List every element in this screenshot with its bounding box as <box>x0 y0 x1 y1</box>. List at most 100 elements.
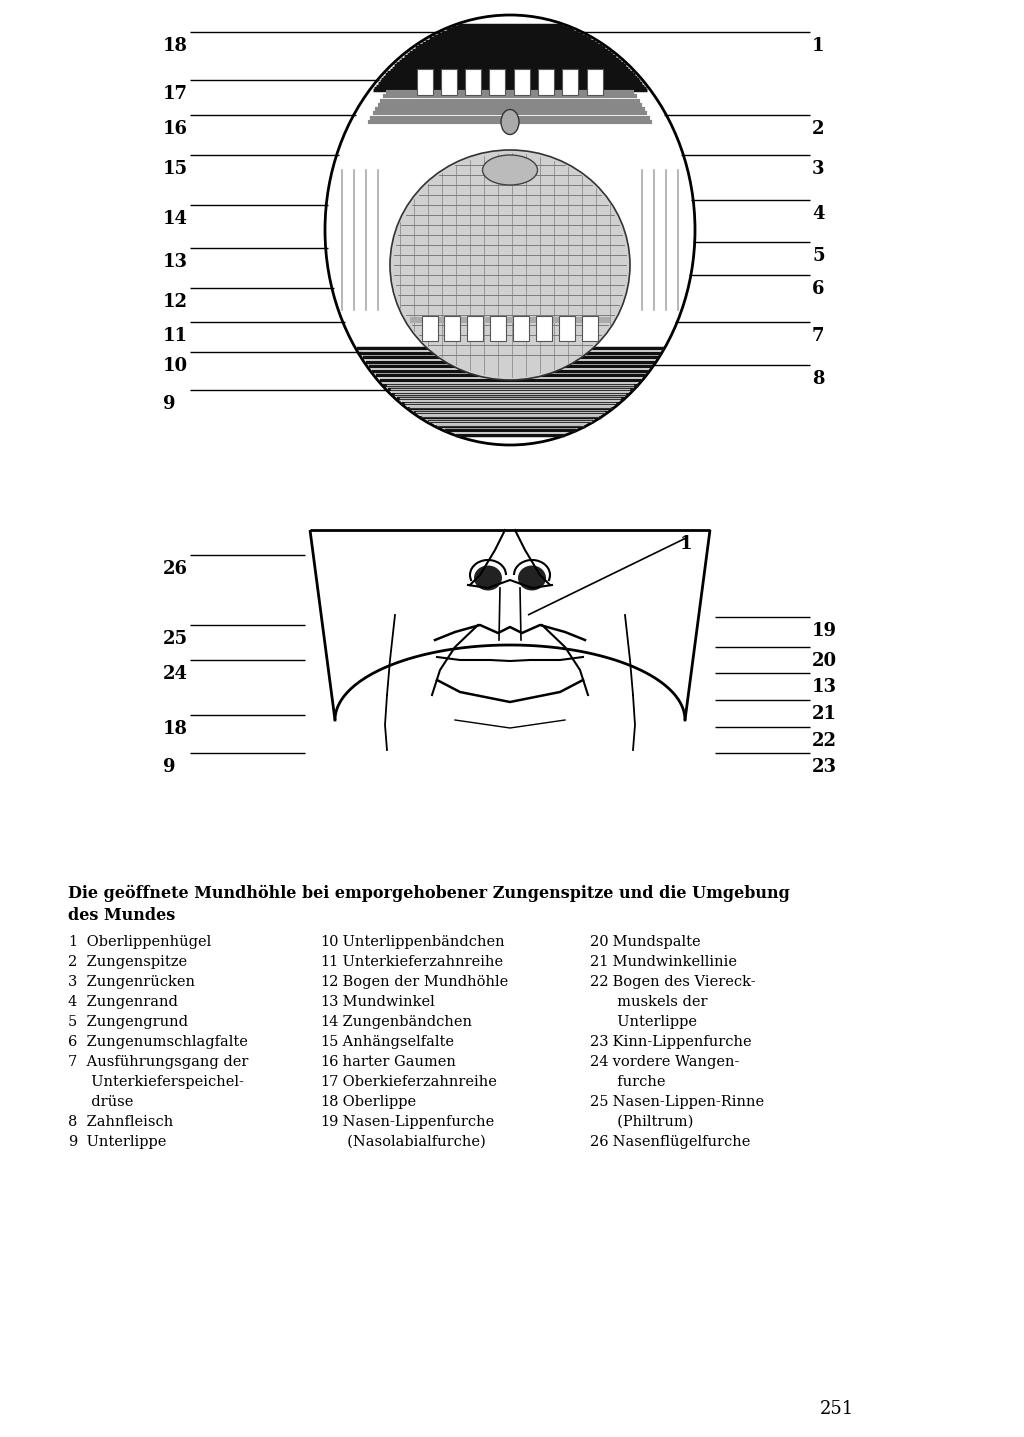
Text: Zungenrand: Zungenrand <box>82 994 178 1009</box>
Ellipse shape <box>482 155 538 185</box>
Text: 24: 24 <box>590 1055 608 1069</box>
FancyBboxPatch shape <box>562 69 579 95</box>
Text: Zahnfleisch: Zahnfleisch <box>82 1115 173 1129</box>
Text: 9: 9 <box>163 757 175 776</box>
FancyBboxPatch shape <box>582 316 597 341</box>
FancyBboxPatch shape <box>538 69 554 95</box>
Text: Anhängselfalte: Anhängselfalte <box>338 1035 454 1049</box>
Text: Nasenflügelfurche: Nasenflügelfurche <box>608 1135 751 1150</box>
Text: Mundwinkellinie: Mundwinkellinie <box>608 956 737 969</box>
Text: 24: 24 <box>163 665 188 683</box>
Text: 1: 1 <box>68 935 77 948</box>
Text: Bogen der Mundhöhle: Bogen der Mundhöhle <box>338 974 508 989</box>
Text: furche: furche <box>608 1075 666 1089</box>
Text: Nasen-Lippen-Rinne: Nasen-Lippen-Rinne <box>608 1095 764 1109</box>
Text: Zungenumschlagfalte: Zungenumschlagfalte <box>82 1035 248 1049</box>
Text: 21: 21 <box>812 706 837 723</box>
Text: 20: 20 <box>590 935 608 948</box>
FancyBboxPatch shape <box>489 69 506 95</box>
Ellipse shape <box>390 149 630 379</box>
FancyBboxPatch shape <box>514 69 529 95</box>
Text: (Philtrum): (Philtrum) <box>608 1115 693 1129</box>
Text: 18: 18 <box>319 1095 339 1109</box>
Text: 12: 12 <box>163 293 188 310</box>
Ellipse shape <box>501 109 519 135</box>
Text: 251: 251 <box>820 1400 854 1418</box>
Text: 23: 23 <box>812 757 837 776</box>
Text: Oberlippe: Oberlippe <box>338 1095 416 1109</box>
Text: 17: 17 <box>319 1075 338 1089</box>
Text: Zungenbändchen: Zungenbändchen <box>338 1015 472 1029</box>
Text: 8: 8 <box>812 369 824 388</box>
FancyBboxPatch shape <box>587 69 602 95</box>
Text: Zungengrund: Zungengrund <box>82 1015 188 1029</box>
Text: harter Gaumen: harter Gaumen <box>338 1055 456 1069</box>
FancyBboxPatch shape <box>465 69 481 95</box>
Text: 3: 3 <box>812 160 824 178</box>
Text: Zungenrücken: Zungenrücken <box>82 974 195 989</box>
Text: muskels der: muskels der <box>608 994 708 1009</box>
FancyBboxPatch shape <box>467 316 483 341</box>
Text: Oberlippenhügel: Oberlippenhügel <box>82 935 211 948</box>
Text: (Nasolabialfurche): (Nasolabialfurche) <box>338 1135 485 1150</box>
FancyBboxPatch shape <box>410 318 610 323</box>
Text: 7: 7 <box>812 328 824 345</box>
Text: 9: 9 <box>163 395 175 412</box>
Text: 1: 1 <box>680 535 692 553</box>
Text: 18: 18 <box>163 720 188 739</box>
Text: Mundspalte: Mundspalte <box>608 935 700 948</box>
Text: 6: 6 <box>68 1035 78 1049</box>
Text: 6: 6 <box>812 280 824 297</box>
Ellipse shape <box>325 14 695 445</box>
Text: des Mundes: des Mundes <box>68 907 175 924</box>
Text: Unterkieferzahnreihe: Unterkieferzahnreihe <box>338 956 503 969</box>
FancyBboxPatch shape <box>536 316 552 341</box>
Text: 18: 18 <box>163 37 188 55</box>
Text: 13: 13 <box>163 253 188 272</box>
Text: 16: 16 <box>163 121 188 138</box>
FancyBboxPatch shape <box>513 316 529 341</box>
Text: Unterlippenbändchen: Unterlippenbändchen <box>338 935 505 948</box>
Text: 22: 22 <box>812 731 837 750</box>
Text: Unterlippe: Unterlippe <box>82 1135 166 1150</box>
Text: Nasen-Lippenfurche: Nasen-Lippenfurche <box>338 1115 495 1129</box>
Text: 10: 10 <box>163 356 188 375</box>
Text: 23: 23 <box>590 1035 608 1049</box>
Text: 13: 13 <box>812 678 837 696</box>
Text: 14: 14 <box>163 210 188 228</box>
Text: Kinn-Lippenfurche: Kinn-Lippenfurche <box>608 1035 752 1049</box>
Text: 12: 12 <box>319 974 338 989</box>
Text: 16: 16 <box>319 1055 339 1069</box>
Text: 11: 11 <box>319 956 338 969</box>
Text: 8: 8 <box>68 1115 78 1129</box>
Text: 20: 20 <box>812 652 838 670</box>
FancyBboxPatch shape <box>440 69 457 95</box>
Text: Ausführungsgang der: Ausführungsgang der <box>82 1055 249 1069</box>
Text: 2: 2 <box>812 121 824 138</box>
Text: 5: 5 <box>68 1015 77 1029</box>
FancyBboxPatch shape <box>490 316 506 341</box>
Text: drüse: drüse <box>82 1095 133 1109</box>
Text: 4: 4 <box>68 994 77 1009</box>
Text: 7: 7 <box>68 1055 77 1069</box>
Ellipse shape <box>474 566 502 591</box>
Text: Unterkieferspeichel-: Unterkieferspeichel- <box>82 1075 244 1089</box>
Text: Unterlippe: Unterlippe <box>608 1015 697 1029</box>
FancyBboxPatch shape <box>422 316 437 341</box>
Text: 3: 3 <box>68 974 78 989</box>
Text: 5: 5 <box>812 247 824 264</box>
Text: 10: 10 <box>319 935 339 948</box>
Text: 14: 14 <box>319 1015 338 1029</box>
FancyBboxPatch shape <box>444 316 461 341</box>
Text: 25: 25 <box>590 1095 608 1109</box>
Text: Zungenspitze: Zungenspitze <box>82 956 187 969</box>
Text: Mundwinkel: Mundwinkel <box>338 994 435 1009</box>
Text: Oberkieferzahnreihe: Oberkieferzahnreihe <box>338 1075 497 1089</box>
Text: 19: 19 <box>319 1115 338 1129</box>
Text: 1: 1 <box>812 37 824 55</box>
Text: Die geöffnete Mundhöhle bei emporgehobener Zungenspitze und die Umgebung: Die geöffnete Mundhöhle bei emporgehoben… <box>68 885 790 902</box>
Text: 15: 15 <box>163 160 188 178</box>
Ellipse shape <box>518 566 546 591</box>
Text: 11: 11 <box>163 328 188 345</box>
Text: 19: 19 <box>812 622 837 639</box>
